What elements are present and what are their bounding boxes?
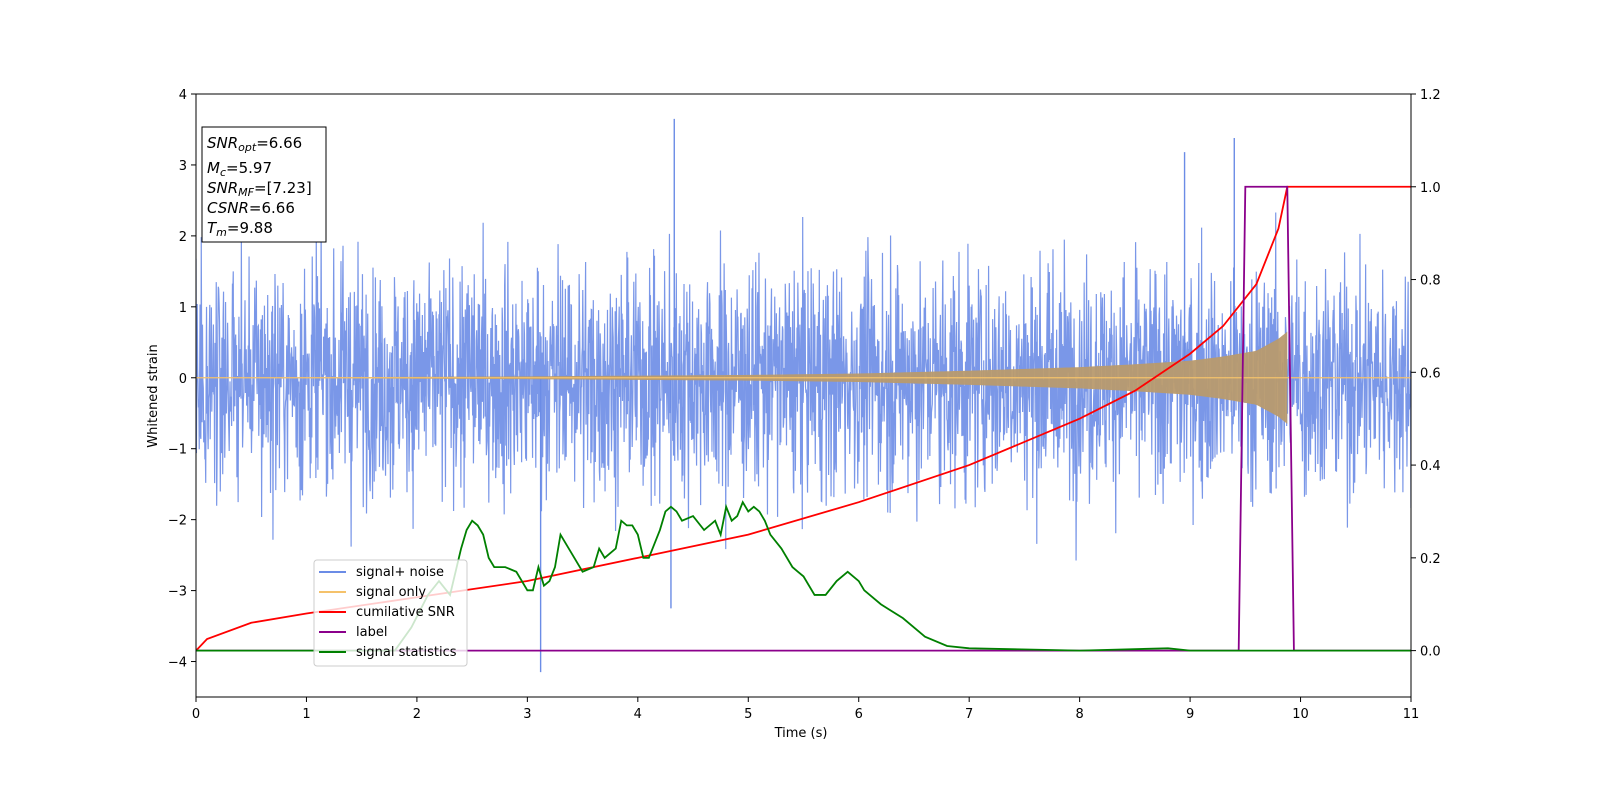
annotation-snr-mf: SNRMF=[7.23] bbox=[207, 179, 312, 199]
plot-frame bbox=[195, 93, 1412, 698]
y-tick-label: 2 bbox=[179, 230, 187, 245]
y-tick-label: 4 bbox=[179, 88, 187, 103]
series-signal-statistics-line bbox=[196, 500, 1411, 652]
y-tick-label: −2 bbox=[168, 514, 187, 529]
series-noise-line bbox=[196, 212, 1411, 561]
y-tick-label: 0 bbox=[179, 372, 187, 387]
legend-item-signal: signal only bbox=[319, 585, 426, 600]
y2-tick-label: 0.0 bbox=[1420, 645, 1441, 660]
y-tick-label: −1 bbox=[168, 443, 187, 458]
legend-box bbox=[313, 559, 468, 667]
y2-tick-label: 0.6 bbox=[1420, 366, 1441, 381]
legend: signal+ noise signal only cumilative SNR… bbox=[313, 559, 468, 667]
legend-item-stats: signal statistics bbox=[319, 645, 457, 660]
x-tick-label: 1 bbox=[302, 707, 310, 722]
y2-tick-label: 0.2 bbox=[1420, 552, 1441, 567]
x-tick-label: 9 bbox=[1186, 707, 1194, 722]
y2-tick-label: 0.8 bbox=[1420, 274, 1441, 289]
y-axis-label: Whitened strain bbox=[146, 344, 161, 447]
legend-label-label: label bbox=[356, 625, 387, 640]
annotation-snr-opt: SNRopt=6.66 bbox=[207, 134, 302, 154]
y-tick-label: −3 bbox=[168, 585, 187, 600]
x-tick-label: 3 bbox=[523, 707, 531, 722]
y-tick-label: −4 bbox=[168, 656, 187, 671]
legend-label-noise: signal+ noise bbox=[356, 565, 444, 580]
x-tick-label: 8 bbox=[1075, 707, 1083, 722]
series-cumulative-snr-line bbox=[196, 185, 1411, 652]
x-tick-label: 2 bbox=[413, 707, 421, 722]
axes-ticks: 0 1 2 3 4 5 6 7 8 9 10 11 −4 −3 −2 −1 0 1 2 3 4 0.0 0.2 0.4 0.6 0… bbox=[168, 88, 1441, 722]
legend-item-label: label bbox=[319, 625, 387, 640]
x-tick-label: 7 bbox=[965, 707, 973, 722]
legend-label-stats: signal statistics bbox=[356, 645, 457, 660]
annotation-mc: Mc=5.97 bbox=[207, 159, 272, 179]
legend-label-signal: signal only bbox=[356, 585, 426, 600]
annotation-csnr: CSNR=6.66 bbox=[207, 199, 295, 217]
legend-label-csnr: cumilative SNR bbox=[356, 605, 455, 620]
plot-area bbox=[196, 118, 1411, 673]
x-tick-label: 10 bbox=[1292, 707, 1309, 722]
y2-tick-label: 0.4 bbox=[1420, 459, 1441, 474]
annotation-tm: Tm=9.88 bbox=[207, 219, 273, 239]
y2-tick-label: 1.0 bbox=[1420, 181, 1441, 196]
x-tick-label: 4 bbox=[634, 707, 642, 722]
x-tick-label: 5 bbox=[744, 707, 752, 722]
legend-item-csnr: cumilative SNR bbox=[319, 605, 455, 620]
legend-item-noise: signal+ noise bbox=[319, 565, 444, 580]
annotation-box: SNRopt=6.66 Mc=5.97 SNRMF=[7.23] CSNR=6.… bbox=[201, 126, 327, 243]
y-tick-label: 1 bbox=[179, 301, 187, 316]
x-axis-label: Time (s) bbox=[774, 726, 828, 741]
x-tick-label: 0 bbox=[192, 707, 200, 722]
y-tick-label: 3 bbox=[179, 159, 187, 174]
x-tick-label: 11 bbox=[1403, 707, 1420, 722]
x-tick-label: 6 bbox=[855, 707, 863, 722]
y2-tick-label: 1.2 bbox=[1420, 88, 1441, 103]
